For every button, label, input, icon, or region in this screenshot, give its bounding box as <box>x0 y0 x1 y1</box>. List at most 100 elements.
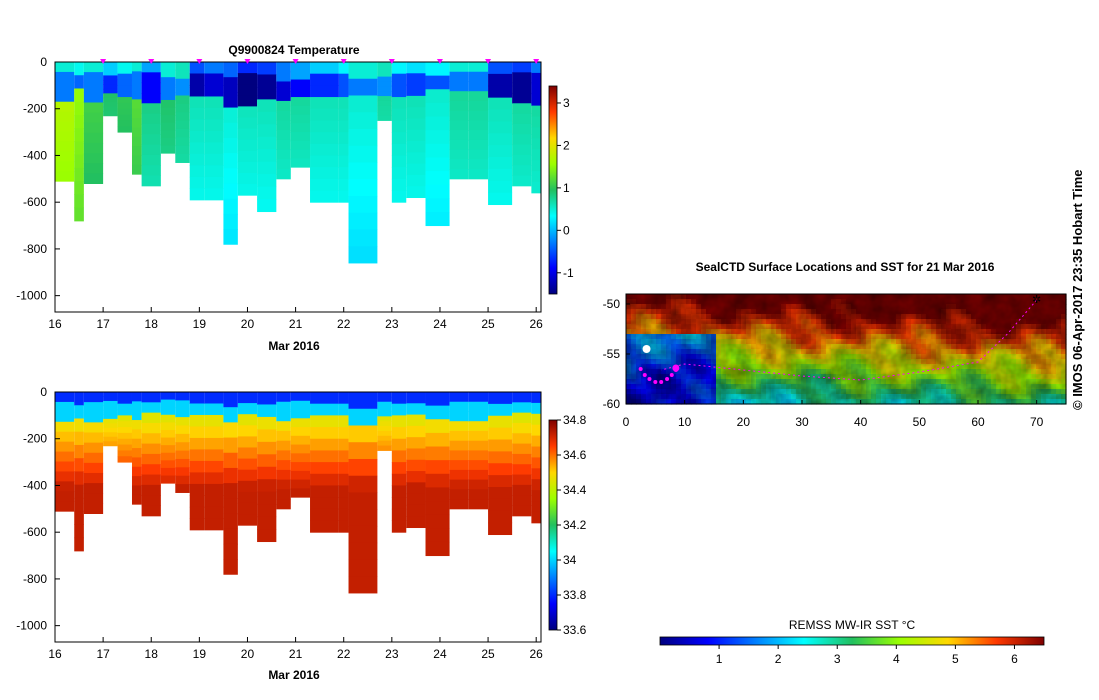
section-cell <box>391 450 407 463</box>
section-cell <box>204 153 224 166</box>
section-cell <box>531 116 541 128</box>
section-cell <box>257 161 277 175</box>
section-cell <box>74 431 84 446</box>
section-cell <box>391 97 407 110</box>
section-cell <box>189 426 205 439</box>
x-tick-label: 18 <box>145 647 159 661</box>
section-cell <box>425 446 450 461</box>
temperature-cells <box>55 62 541 264</box>
section-cell <box>55 491 75 502</box>
section-cell <box>391 392 407 405</box>
section-cell <box>141 62 161 73</box>
section-cell <box>290 132 311 142</box>
y-tick-label: -400 <box>23 478 47 492</box>
section-cell <box>117 62 132 69</box>
section-cell <box>391 178 407 192</box>
y-tick-label: -1000 <box>16 289 47 303</box>
section-cell <box>223 168 238 184</box>
recent-position <box>638 367 643 371</box>
x-tick-label: 24 <box>433 317 447 331</box>
section-cell <box>276 120 291 131</box>
section-cell <box>406 392 426 404</box>
section-cell <box>406 482 426 495</box>
section-cell <box>468 110 489 121</box>
section-cell <box>237 139 258 152</box>
section-cell <box>406 84 426 97</box>
section-cell <box>425 89 450 104</box>
section-cell <box>512 92 532 104</box>
section-cell <box>276 149 291 160</box>
section-cell <box>83 422 104 433</box>
section-cell <box>237 184 258 196</box>
section-cell <box>468 401 489 412</box>
section-cell <box>310 190 339 203</box>
section-cell <box>290 79 311 89</box>
section-cell <box>189 188 205 201</box>
y-tick-label: -200 <box>23 432 47 446</box>
section-cell <box>175 425 190 435</box>
section-cell <box>131 392 142 402</box>
section-cell <box>74 114 84 129</box>
section-cell <box>310 155 339 168</box>
section-cell <box>276 110 291 121</box>
section-cell <box>377 416 392 422</box>
section-cell <box>425 102 450 118</box>
section-cell <box>237 117 258 130</box>
section-cell <box>468 411 489 422</box>
colorbar-tick-label: 33.6 <box>563 623 587 637</box>
section-cell <box>223 559 238 575</box>
section-cell <box>237 414 258 426</box>
section-cell <box>83 493 104 504</box>
section-cell <box>103 427 118 433</box>
section-cell <box>468 469 489 481</box>
section-cell <box>55 151 75 162</box>
section-cell <box>160 407 176 416</box>
section-cell <box>83 132 104 144</box>
y-tick-label: -800 <box>23 572 47 586</box>
section-cell <box>391 473 407 486</box>
section-cell <box>131 485 142 496</box>
section-cell <box>449 91 469 102</box>
y-tick-label: 0 <box>40 385 47 399</box>
section-cell <box>204 483 224 496</box>
section-cell <box>237 502 258 515</box>
section-cell <box>488 168 513 182</box>
section-cell <box>449 489 469 500</box>
section-cell <box>425 405 450 420</box>
section-cell <box>189 518 205 531</box>
section-cell <box>103 70 118 76</box>
section-cell <box>189 449 205 462</box>
section-cell <box>204 73 224 86</box>
section-cell <box>348 145 378 163</box>
section-cell <box>131 457 142 468</box>
section-cell <box>83 112 104 124</box>
section-cell <box>391 143 407 156</box>
section-cell <box>449 81 469 92</box>
x-tick-label: 18 <box>145 317 159 331</box>
section-cell <box>204 119 224 132</box>
x-tick-label: 20 <box>241 647 255 661</box>
section-cell <box>338 415 349 428</box>
section-cell <box>348 62 378 80</box>
section-cell <box>257 74 277 88</box>
section-cell <box>468 460 489 471</box>
section-cell <box>425 198 450 213</box>
section-cell <box>348 475 378 493</box>
section-cell <box>406 163 426 176</box>
section-cell <box>141 433 161 445</box>
section-cell <box>237 73 258 85</box>
section-cell <box>348 212 378 230</box>
section-cell <box>276 411 291 422</box>
section-cell <box>175 392 190 401</box>
section-cell <box>468 421 489 432</box>
section-cell <box>310 132 339 145</box>
section-cell <box>488 415 513 429</box>
section-cell <box>74 62 84 76</box>
section-cell <box>406 62 426 74</box>
section-cell <box>276 469 291 481</box>
section-cell <box>290 149 311 159</box>
section-cell <box>391 132 407 145</box>
section-cell <box>189 495 205 508</box>
salinity-section-plot: 16 17 18 19 20 21 22 23 24 25 26 0 -200 -400 -600 -800… <box>16 385 586 682</box>
